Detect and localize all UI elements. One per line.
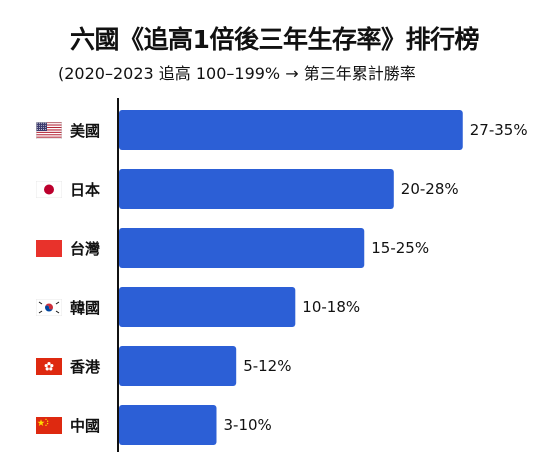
category-label-row: 日本 [36, 169, 114, 209]
bar-2 [119, 228, 365, 268]
category-label-row: 台灣 [36, 228, 114, 268]
bar-4 [119, 346, 237, 386]
bar-3 [119, 287, 296, 327]
bar-value-label: 15-25% [371, 239, 429, 257]
category-label: 美國 [70, 121, 101, 140]
category-label-row: 中國 [36, 405, 114, 445]
category-label: 香港 [70, 357, 101, 376]
category-label-row: 美國 [36, 110, 114, 150]
taiwan-flag-icon [36, 239, 62, 257]
category-label: 中國 [70, 416, 101, 435]
japan-flag-icon [36, 180, 62, 198]
category-label-row: 韓國 [36, 287, 114, 327]
bar-1 [119, 169, 394, 209]
bar-0 [119, 110, 463, 150]
category-label: 日本 [70, 180, 101, 199]
us-flag-icon [36, 121, 62, 139]
bar-value-label: 10-18% [302, 298, 360, 316]
bar-value-label: 5-12% [243, 357, 291, 375]
bar-value-label: 27-35% [470, 121, 528, 139]
category-label-row: 香港 [36, 346, 114, 386]
hong-kong-flag-icon [36, 357, 62, 375]
bar-5 [119, 405, 217, 445]
china-flag-icon [36, 416, 62, 434]
chart-subtitle: (2020–2023 追高 100–199% → 第三年累計勝率 [58, 64, 416, 83]
korea-flag-icon [36, 298, 62, 316]
bar-value-label: 3-10% [224, 416, 272, 434]
chart-title: 六國《追高1倍後三年生存率》排行榜 [70, 25, 479, 54]
category-label: 韓國 [70, 298, 101, 317]
category-label: 台灣 [70, 239, 101, 258]
bar-value-label: 20-28% [401, 180, 459, 198]
